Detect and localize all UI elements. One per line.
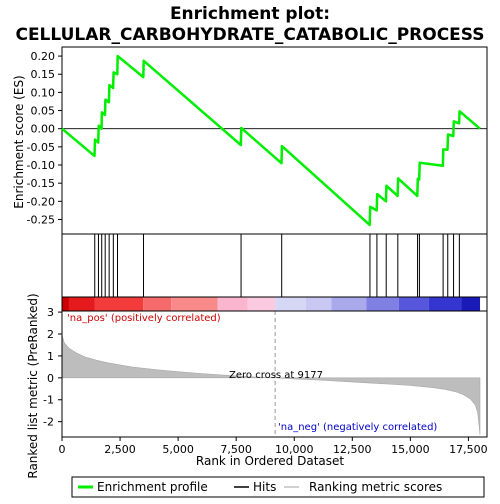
metric-xtick-label: 15,000: [391, 443, 430, 456]
rank-color-segment: [95, 297, 144, 311]
metric-ytick-label: 1: [47, 350, 54, 363]
legend-label-ranking-metric: Ranking metric scores: [309, 480, 442, 494]
es-ytick-label: -0.20: [27, 195, 55, 208]
rank-color-segment: [69, 297, 95, 311]
es-ytick-label: -0.10: [27, 159, 55, 172]
x-axis-label: Rank in Ordered Dataset: [196, 454, 344, 468]
rank-color-segment: [429, 297, 462, 311]
metric-xtick-label: 17,500: [449, 443, 488, 456]
rank-color-segment: [171, 297, 217, 311]
metric-xtick-label: 2,500: [104, 443, 136, 456]
metric-xtick-label: 5,000: [162, 443, 194, 456]
rank-color-segment: [248, 297, 275, 311]
metric-ytick-label: -1: [43, 394, 54, 407]
hits-frame: [62, 234, 487, 297]
es-ytick-label: 0.10: [31, 86, 56, 99]
rank-color-segment: [399, 297, 429, 311]
rank-color-segment: [331, 297, 366, 311]
metric-axis-label: Ranked list metric (PreRanked): [26, 293, 40, 478]
legend-label-enrichment-profile: Enrichment profile: [97, 480, 208, 494]
legend: Enrichment profile Hits Ranking metric s…: [72, 477, 484, 497]
es-ytick-label: 0.05: [31, 105, 56, 118]
es-ytick-label: 0.15: [31, 68, 56, 81]
metric-ytick-label: 2: [47, 328, 54, 341]
chart-title-line1: Enrichment plot:: [170, 4, 330, 24]
metric-ytick-label: -2: [43, 416, 54, 429]
rank-color-segment: [275, 297, 306, 311]
es-ytick-label: 0.20: [31, 50, 56, 63]
rank-color-bar: [62, 297, 487, 311]
neg-correlated-label: 'na_neg' (negatively correlated): [278, 422, 437, 433]
chart-title-line2: CELLULAR_CARBOHYDRATE_CATABOLIC_PROCESS: [15, 25, 484, 45]
es-plot-frame: [62, 47, 487, 234]
es-ytick-label: -0.05: [27, 141, 55, 154]
rank-color-segment: [366, 297, 399, 311]
rank-color-segment: [461, 297, 480, 311]
pos-correlated-label: 'na_pos' (positively correlated): [67, 313, 221, 324]
legend-label-hits: Hits: [253, 480, 276, 494]
es-axis-label: Enrichment score (ES): [12, 75, 26, 208]
hits-panel: [62, 234, 487, 297]
rank-color-segment: [218, 297, 248, 311]
metric-ytick-label: 3: [47, 306, 54, 319]
es-ytick-label: -0.25: [27, 213, 55, 226]
rank-color-segment: [306, 297, 332, 311]
metric-ytick-label: 0: [47, 372, 54, 385]
es-panel: 0.20 0.15 0.10 0.05 0.00 -0.05 -0.10 -0.15 -0.20…: [27, 47, 487, 234]
rank-color-segment: [143, 297, 171, 311]
metric-xtick-label: 0: [59, 443, 66, 456]
es-ytick-label: 0.00: [31, 123, 56, 136]
rank-color-segment: [62, 297, 69, 311]
es-ytick-label: -0.15: [27, 177, 55, 190]
zero-cross-label: Zero cross at 9177: [229, 370, 323, 381]
